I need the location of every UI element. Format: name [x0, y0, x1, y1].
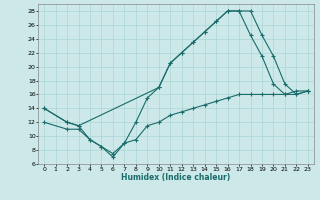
X-axis label: Humidex (Indice chaleur): Humidex (Indice chaleur)	[121, 173, 231, 182]
